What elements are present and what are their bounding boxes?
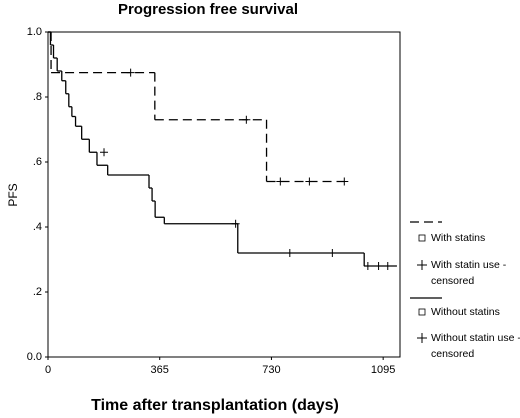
legend-symbol	[417, 260, 427, 270]
censor-mark	[126, 68, 135, 77]
x-tick-label: 1095	[371, 364, 395, 376]
y-tick-label: .8	[33, 91, 42, 103]
y-tick-label: 0.0	[27, 351, 42, 363]
x-tick-label: 730	[262, 364, 280, 376]
legend-symbol	[418, 234, 426, 242]
censor-mark	[340, 177, 349, 186]
censor-mark	[363, 262, 372, 270]
y-tick-label: 1.0	[27, 26, 42, 38]
censor-mark	[231, 219, 240, 228]
y-tick-label: .2	[33, 286, 42, 298]
legend-label: Without statins	[431, 306, 500, 318]
chart-title: Progression free survival	[118, 1, 298, 18]
censor-mark	[374, 262, 383, 270]
censor-mark	[305, 177, 314, 186]
censor-mark	[383, 262, 392, 270]
legend-symbol	[417, 333, 427, 343]
legend-symbol	[418, 308, 426, 316]
y-tick-label: .6	[33, 156, 42, 168]
censor-mark	[276, 177, 285, 186]
y-tick-label: .4	[33, 221, 42, 233]
legend-label: Without statin use -censored	[431, 332, 520, 360]
censor-mark	[242, 115, 251, 124]
legend-label: With statins	[431, 232, 486, 244]
x-tick-label: 0	[45, 364, 51, 376]
censor-mark	[328, 249, 337, 257]
censor-mark	[100, 148, 109, 157]
censor-mark	[285, 249, 294, 257]
y-axis-label: PFS	[6, 183, 20, 206]
legend-label: With statin use -censored	[431, 259, 507, 287]
x-tick-label: 365	[151, 364, 169, 376]
plot-frame	[47, 31, 401, 358]
x-axis-label: Time after transplantation (days)	[91, 397, 339, 414]
